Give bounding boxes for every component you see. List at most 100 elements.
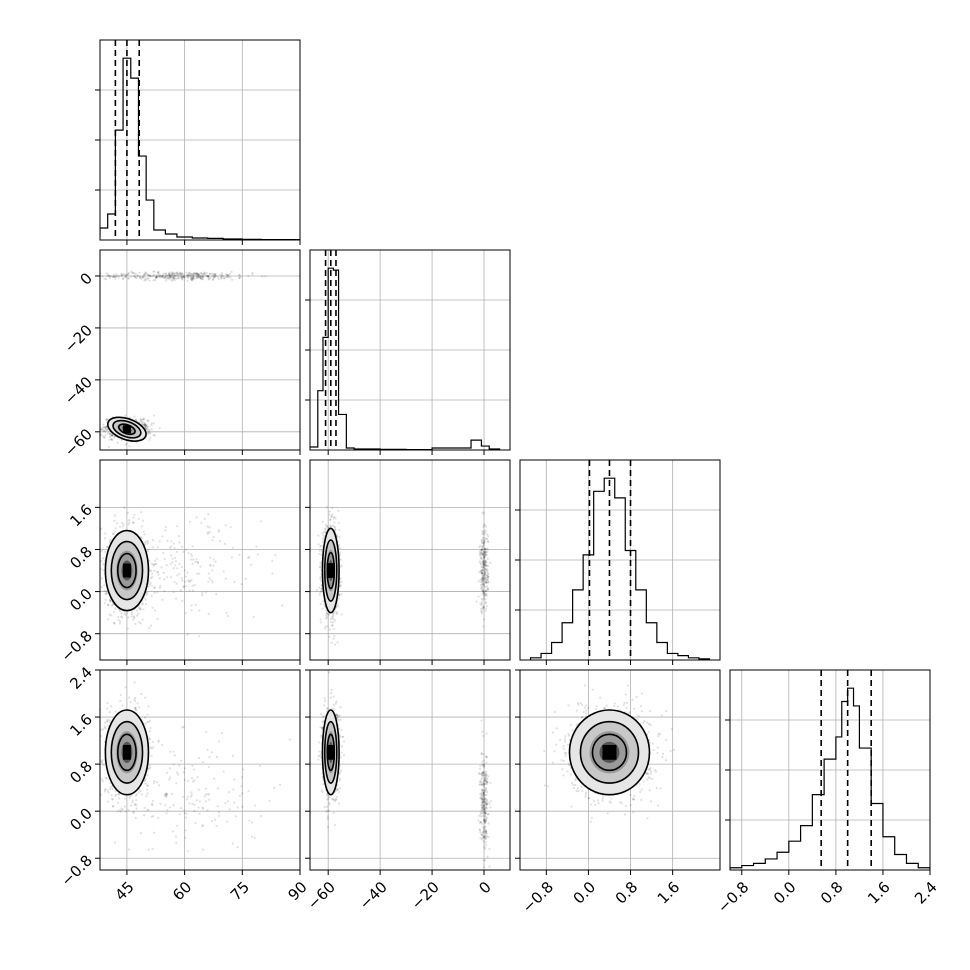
sample-point bbox=[164, 529, 167, 532]
sample-point bbox=[192, 278, 195, 281]
sample-point bbox=[127, 277, 130, 280]
sample-point bbox=[481, 545, 484, 548]
sample-point bbox=[201, 276, 205, 279]
sample-point bbox=[163, 276, 166, 279]
sample-point bbox=[141, 276, 144, 279]
sample-point bbox=[486, 564, 490, 567]
sample-point bbox=[482, 539, 485, 542]
sample-point bbox=[144, 543, 147, 546]
sample-point bbox=[104, 787, 107, 791]
sample-point bbox=[178, 563, 181, 566]
sample-point bbox=[331, 617, 334, 620]
sample-point bbox=[191, 279, 194, 282]
sample-point bbox=[148, 274, 151, 278]
sample-point bbox=[322, 534, 325, 537]
sample-point bbox=[155, 274, 158, 278]
sample-point bbox=[153, 609, 157, 612]
sample-point bbox=[169, 271, 172, 274]
sample-point bbox=[105, 590, 108, 593]
sample-point bbox=[226, 614, 229, 618]
sample-point bbox=[189, 558, 193, 561]
sample-point bbox=[319, 577, 322, 580]
sample-point bbox=[317, 543, 320, 546]
sample-point bbox=[105, 428, 108, 431]
sample-point bbox=[144, 272, 147, 275]
sample-point bbox=[184, 575, 188, 578]
sample-point bbox=[105, 720, 109, 723]
sample-point bbox=[478, 553, 482, 556]
sample-point bbox=[181, 278, 184, 281]
sample-point bbox=[228, 272, 232, 276]
sample-point bbox=[481, 577, 484, 581]
sample-point bbox=[482, 549, 485, 552]
sample-point bbox=[125, 273, 128, 277]
sample-point bbox=[481, 576, 485, 579]
sample-point bbox=[482, 564, 485, 567]
sample-point bbox=[117, 618, 120, 622]
sample-point bbox=[244, 577, 247, 580]
sample-point bbox=[178, 541, 181, 544]
sample-point bbox=[485, 581, 489, 584]
sample-point bbox=[183, 569, 186, 572]
sample-point bbox=[247, 556, 250, 559]
sample-point bbox=[130, 794, 133, 797]
sample-point bbox=[179, 272, 182, 275]
sample-point bbox=[482, 559, 485, 562]
sample-point bbox=[169, 275, 172, 278]
sample-point bbox=[114, 794, 117, 797]
sample-point bbox=[484, 602, 487, 605]
sample-point bbox=[165, 274, 168, 277]
sample-point bbox=[152, 422, 156, 425]
sample-point bbox=[207, 612, 210, 615]
sample-point bbox=[208, 272, 211, 275]
sample-point bbox=[189, 274, 192, 277]
sample-point bbox=[485, 553, 488, 556]
sample-point bbox=[483, 618, 486, 621]
sample-point bbox=[483, 572, 486, 576]
sample-point bbox=[483, 564, 486, 567]
sample-point bbox=[324, 625, 327, 628]
sample-point bbox=[149, 581, 152, 584]
sample-point bbox=[482, 540, 486, 543]
sample-point bbox=[127, 277, 130, 280]
sample-point bbox=[197, 273, 200, 276]
sample-point bbox=[145, 593, 148, 597]
scatter-panel: 45 60 75 90−0.80.00.81.62.4 bbox=[58, 663, 311, 904]
sample-point bbox=[484, 547, 487, 550]
sample-point bbox=[106, 432, 109, 435]
scatter-panel: −0.80.00.81.6 bbox=[58, 459, 301, 665]
sample-point bbox=[132, 618, 135, 621]
y-tick-label: 0.0 bbox=[66, 585, 96, 615]
sample-point bbox=[222, 570, 225, 573]
sample-point bbox=[147, 548, 150, 551]
sample-point bbox=[483, 547, 486, 551]
sample-point bbox=[110, 604, 114, 607]
sample-point bbox=[212, 564, 215, 567]
sample-point bbox=[161, 276, 165, 279]
sample-point bbox=[143, 278, 146, 282]
sample-point bbox=[147, 430, 150, 433]
sample-point bbox=[230, 270, 233, 273]
sample-point bbox=[484, 551, 487, 554]
sample-point bbox=[171, 274, 174, 277]
sample-point bbox=[180, 273, 183, 276]
sample-point bbox=[482, 556, 486, 559]
sample-point bbox=[188, 271, 191, 274]
sample-point bbox=[100, 577, 103, 580]
sample-point bbox=[107, 446, 111, 449]
sample-point bbox=[174, 560, 177, 563]
sample-point bbox=[145, 424, 148, 428]
sample-point bbox=[485, 589, 488, 592]
sample-point bbox=[143, 533, 146, 536]
sample-point bbox=[182, 275, 185, 278]
sample-point bbox=[148, 583, 152, 586]
sample-point bbox=[329, 621, 332, 624]
sample-point bbox=[226, 273, 229, 277]
sample-point bbox=[227, 274, 231, 277]
sample-point bbox=[153, 779, 156, 783]
sample-point bbox=[328, 518, 332, 522]
sample-point bbox=[168, 278, 171, 281]
sample-point bbox=[132, 810, 135, 813]
sample-point bbox=[148, 767, 151, 770]
sample-point bbox=[482, 566, 485, 569]
